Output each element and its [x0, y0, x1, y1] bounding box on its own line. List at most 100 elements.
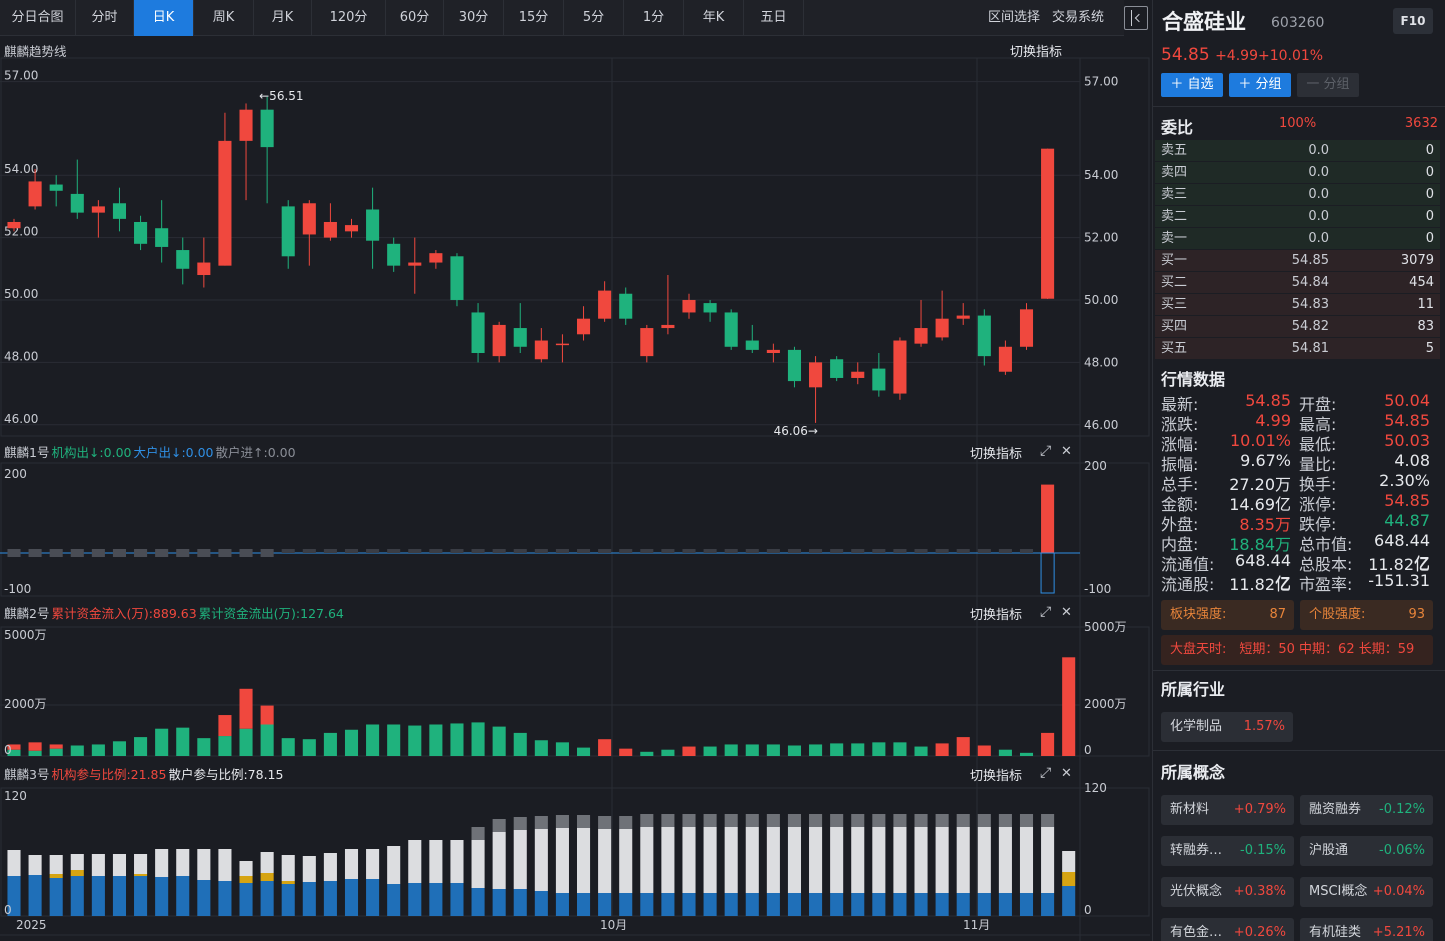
- panel2-outflow-bar: [555, 742, 569, 756]
- tab-4[interactable]: 月K: [254, 0, 312, 36]
- bid-row[interactable]: 买五 54.81 5: [1155, 338, 1440, 359]
- industry-tag[interactable]: 化学制品 1.57%: [1161, 712, 1293, 742]
- panel2-switch-indicator-button[interactable]: 切换指标: [970, 608, 1023, 623]
- quote-value: 9.67%: [1240, 451, 1291, 470]
- sector-strength[interactable]: 板块强度: 87: [1161, 600, 1294, 630]
- concept-tag[interactable]: 沪股通 -0.06%: [1300, 836, 1433, 866]
- panel3-expand-icon[interactable]: [1040, 765, 1054, 782]
- concept-tag[interactable]: 有机硅类 +5.21%: [1300, 918, 1433, 941]
- ask-row[interactable]: 卖三 0.0 0: [1155, 184, 1440, 205]
- ask-row[interactable]: 卖二 0.0 0: [1155, 206, 1440, 227]
- panel2-outflow-bar: [302, 739, 316, 756]
- concept-tag[interactable]: 融资融券 -0.12%: [1300, 795, 1433, 825]
- panel3-bar-segment: [619, 893, 633, 916]
- panel2-inflow-bar: [956, 737, 970, 756]
- panel2-outflow-bar: [134, 737, 148, 756]
- tab-8[interactable]: 15分: [504, 0, 564, 36]
- candle-body: [260, 109, 274, 148]
- tab-3[interactable]: 周K: [194, 0, 254, 36]
- panel3-bar-segment: [471, 827, 485, 840]
- tab-7[interactable]: 30分: [444, 0, 504, 36]
- panel2-axis-left-mid: 2000万: [4, 697, 47, 711]
- add-watchlist-button[interactable]: ＋ 自选: [1161, 73, 1223, 97]
- orderbook-ratio: 100%: [1279, 116, 1317, 131]
- panel1-bar: [471, 549, 485, 553]
- panel1-expand-icon[interactable]: [1040, 443, 1054, 460]
- panel1-bar: [977, 549, 991, 553]
- f10-button[interactable]: F10: [1393, 8, 1433, 34]
- concept-tag[interactable]: MSCI概念 +0.04%: [1300, 877, 1433, 907]
- panel1-bar: [49, 549, 63, 557]
- tab-5[interactable]: 120分: [312, 0, 386, 36]
- quote-value: 50.04: [1384, 391, 1430, 410]
- remove-group-button[interactable]: 一 分组: [1297, 73, 1359, 97]
- price-line: 54.85 +4.99+10.01%: [1161, 45, 1323, 65]
- tab-2[interactable]: 日K: [134, 0, 194, 36]
- panel3-bar-segment: [534, 829, 548, 891]
- panel3-bar-segment: [555, 828, 569, 893]
- panel1-bar: [302, 549, 316, 553]
- price-tick-label-right: 52.00: [1084, 231, 1118, 245]
- panel1-bar: [155, 549, 169, 557]
- panel3-bar-segment: [1019, 814, 1034, 827]
- candle-body: [387, 243, 401, 266]
- collapse-panel-icon[interactable]: [1124, 6, 1148, 30]
- bid-row[interactable]: 买二 54.84 454: [1155, 272, 1440, 293]
- tab-6[interactable]: 60分: [386, 0, 444, 36]
- ask-row[interactable]: 卖四 0.0 0: [1155, 162, 1440, 183]
- ask-row[interactable]: 卖五 0.0 0: [1155, 140, 1440, 161]
- panel3-item: 机构参与比例:21.85: [51, 767, 167, 782]
- stock-strength[interactable]: 个股强度: 93: [1300, 600, 1433, 630]
- bid-row[interactable]: 买四 54.82 83: [1155, 316, 1440, 337]
- tab-9[interactable]: 5分: [564, 0, 624, 36]
- chart-area[interactable]: 57.00 57.00 54.00 54.00 52.00 52.00 50.00 50.00…: [0, 36, 1150, 941]
- panel3-close-icon[interactable]: [1060, 766, 1074, 782]
- panel3-bar-segment: [1019, 827, 1034, 893]
- panel3-bar-segment: [1062, 851, 1076, 872]
- concept-tag[interactable]: 有色金… +0.26%: [1161, 918, 1294, 941]
- quote-key: 振幅:: [1161, 455, 1199, 474]
- tab-1[interactable]: 分时: [76, 0, 134, 36]
- panel2-expand-icon[interactable]: [1040, 604, 1054, 621]
- panel1-switch-indicator-button[interactable]: 切换指标: [970, 447, 1023, 462]
- tab-12[interactable]: 五日: [744, 0, 804, 36]
- ask-row[interactable]: 卖一 0.0 0: [1155, 228, 1440, 249]
- panel3-bar-segment: [176, 849, 190, 876]
- quote-value: 4.08: [1394, 451, 1430, 470]
- panel1-axis-right-top: 200: [1084, 459, 1107, 473]
- quote-value: 14.69亿: [1229, 495, 1291, 514]
- quote-key: 跌停:: [1299, 515, 1337, 534]
- price-tick-label-right: 57.00: [1084, 75, 1118, 89]
- candle-body: [281, 206, 295, 257]
- panel2-outflow-bar: [260, 724, 274, 756]
- stock-strength-value: 93: [1408, 607, 1425, 622]
- panel2-close-icon[interactable]: [1060, 605, 1074, 621]
- panel3-bar-segment: [830, 893, 844, 916]
- panel3-switch-indicator-button[interactable]: 切换指标: [970, 769, 1023, 784]
- concept-pct: +0.04%: [1372, 884, 1425, 899]
- tab-10[interactable]: 1分: [624, 0, 684, 36]
- tab-11[interactable]: 年K: [684, 0, 744, 36]
- range-select-button[interactable]: 区间选择: [988, 10, 1041, 25]
- panel1-close-icon[interactable]: [1060, 444, 1074, 460]
- trade-system-button[interactable]: 交易系统: [1052, 10, 1105, 25]
- tab-0[interactable]: 分日合图: [0, 0, 76, 36]
- quote-key: 最高:: [1299, 415, 1337, 434]
- quote-value: 27.20万: [1229, 475, 1291, 494]
- add-group-button[interactable]: ＋ 分组: [1229, 73, 1291, 97]
- bid-row[interactable]: 买一 54.85 3079: [1155, 250, 1440, 271]
- panel3-bar-segment: [682, 814, 696, 827]
- quote-key: 最低:: [1299, 435, 1337, 454]
- concept-tag[interactable]: 转融券… -0.15%: [1161, 836, 1294, 866]
- main-switch-indicator-button[interactable]: 切换指标: [1010, 45, 1063, 60]
- bid-row[interactable]: 买三 54.83 11: [1155, 294, 1440, 315]
- panel2-outflow-bar: [155, 728, 169, 756]
- concept-tag[interactable]: 新材料 +0.79%: [1161, 795, 1294, 825]
- panel1-bar: [197, 549, 211, 557]
- candle-body: [703, 303, 717, 313]
- panel3-bar-segment: [555, 893, 569, 916]
- panel3-bar-segment: [998, 827, 1012, 893]
- panel2-outflow-bar: [112, 741, 127, 756]
- concept-tag[interactable]: 光伏概念 +0.38%: [1161, 877, 1294, 907]
